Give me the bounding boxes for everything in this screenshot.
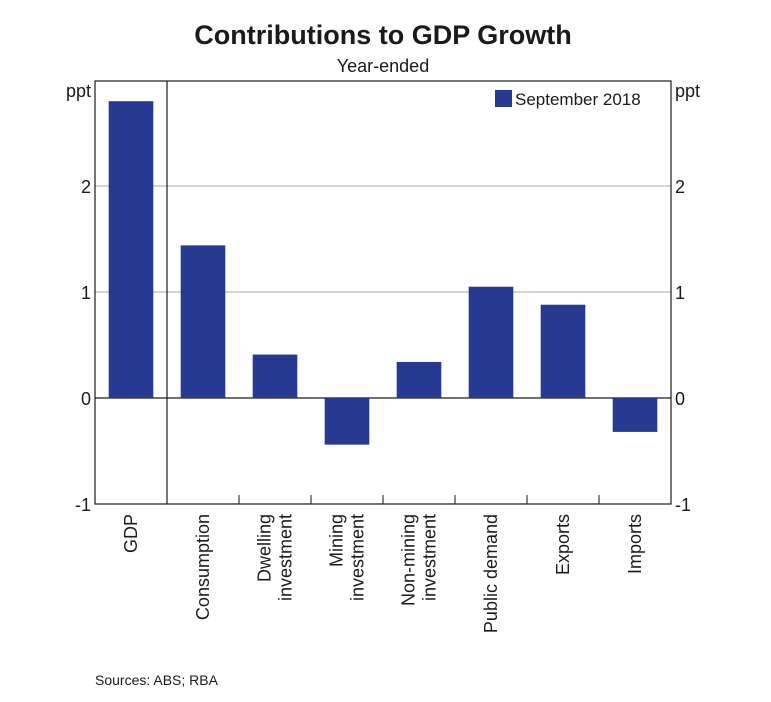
chart-subtitle: Year-ended: [337, 56, 429, 76]
x-category-label-line: Non-mining: [399, 514, 419, 606]
bar: [324, 398, 370, 445]
source-note: Sources: ABS; RBA: [95, 672, 219, 688]
bar: [540, 304, 586, 398]
x-category-label-line: GDP: [121, 514, 141, 553]
bar: [108, 101, 154, 398]
legend-label: September 2018: [515, 90, 641, 109]
y-tick-label-left: 1: [81, 283, 91, 303]
y-tick-label-right: 0: [675, 389, 685, 409]
bar: [612, 398, 658, 432]
y-axis-right: -1 0 1 2: [675, 177, 691, 515]
x-category-label-line: Dwelling: [255, 514, 275, 582]
y-tick-label-right: -1: [675, 495, 691, 515]
y-unit-left: ppt: [66, 81, 91, 101]
y-tick-label-left: -1: [75, 495, 91, 515]
chart-title: Contributions to GDP Growth: [194, 20, 571, 50]
axes: [94, 80, 672, 505]
bars: [108, 101, 658, 445]
y-tick-label-left: 2: [81, 177, 91, 197]
x-category-label-line: Consumption: [193, 514, 213, 620]
y-axis-left: -1 0 1 2: [75, 177, 91, 515]
x-category-label: Imports: [625, 514, 645, 574]
x-category-label-line: investment: [348, 514, 368, 601]
x-category-label-line: Exports: [553, 514, 573, 575]
x-category-label-line: Public demand: [481, 514, 501, 633]
x-category-label-line: Mining: [327, 514, 347, 567]
legend-swatch: [495, 90, 512, 107]
bar: [396, 361, 442, 398]
x-category-label: Dwelling investment: [255, 514, 296, 601]
y-unit-right: ppt: [675, 81, 700, 101]
bar: [252, 354, 298, 398]
x-axis-labels: GDP Consumption Dwelling investment Mining in…: [121, 514, 645, 633]
bar: [468, 286, 514, 398]
bar: [180, 245, 226, 398]
x-category-label-line: Imports: [625, 514, 645, 574]
x-category-label: Exports: [553, 514, 573, 575]
x-category-label-line: investment: [276, 514, 296, 601]
x-category-label: Consumption: [193, 514, 213, 620]
x-category-label: GDP: [121, 514, 141, 553]
x-category-label: Non-mining investment: [399, 514, 440, 606]
x-category-label-line: investment: [420, 514, 440, 601]
y-tick-label-right: 2: [675, 177, 685, 197]
x-category-label: Public demand: [481, 514, 501, 633]
x-category-label: Mining investment: [327, 514, 368, 601]
legend: September 2018: [495, 90, 641, 109]
y-tick-label-right: 1: [675, 283, 685, 303]
y-tick-label-left: 0: [81, 389, 91, 409]
